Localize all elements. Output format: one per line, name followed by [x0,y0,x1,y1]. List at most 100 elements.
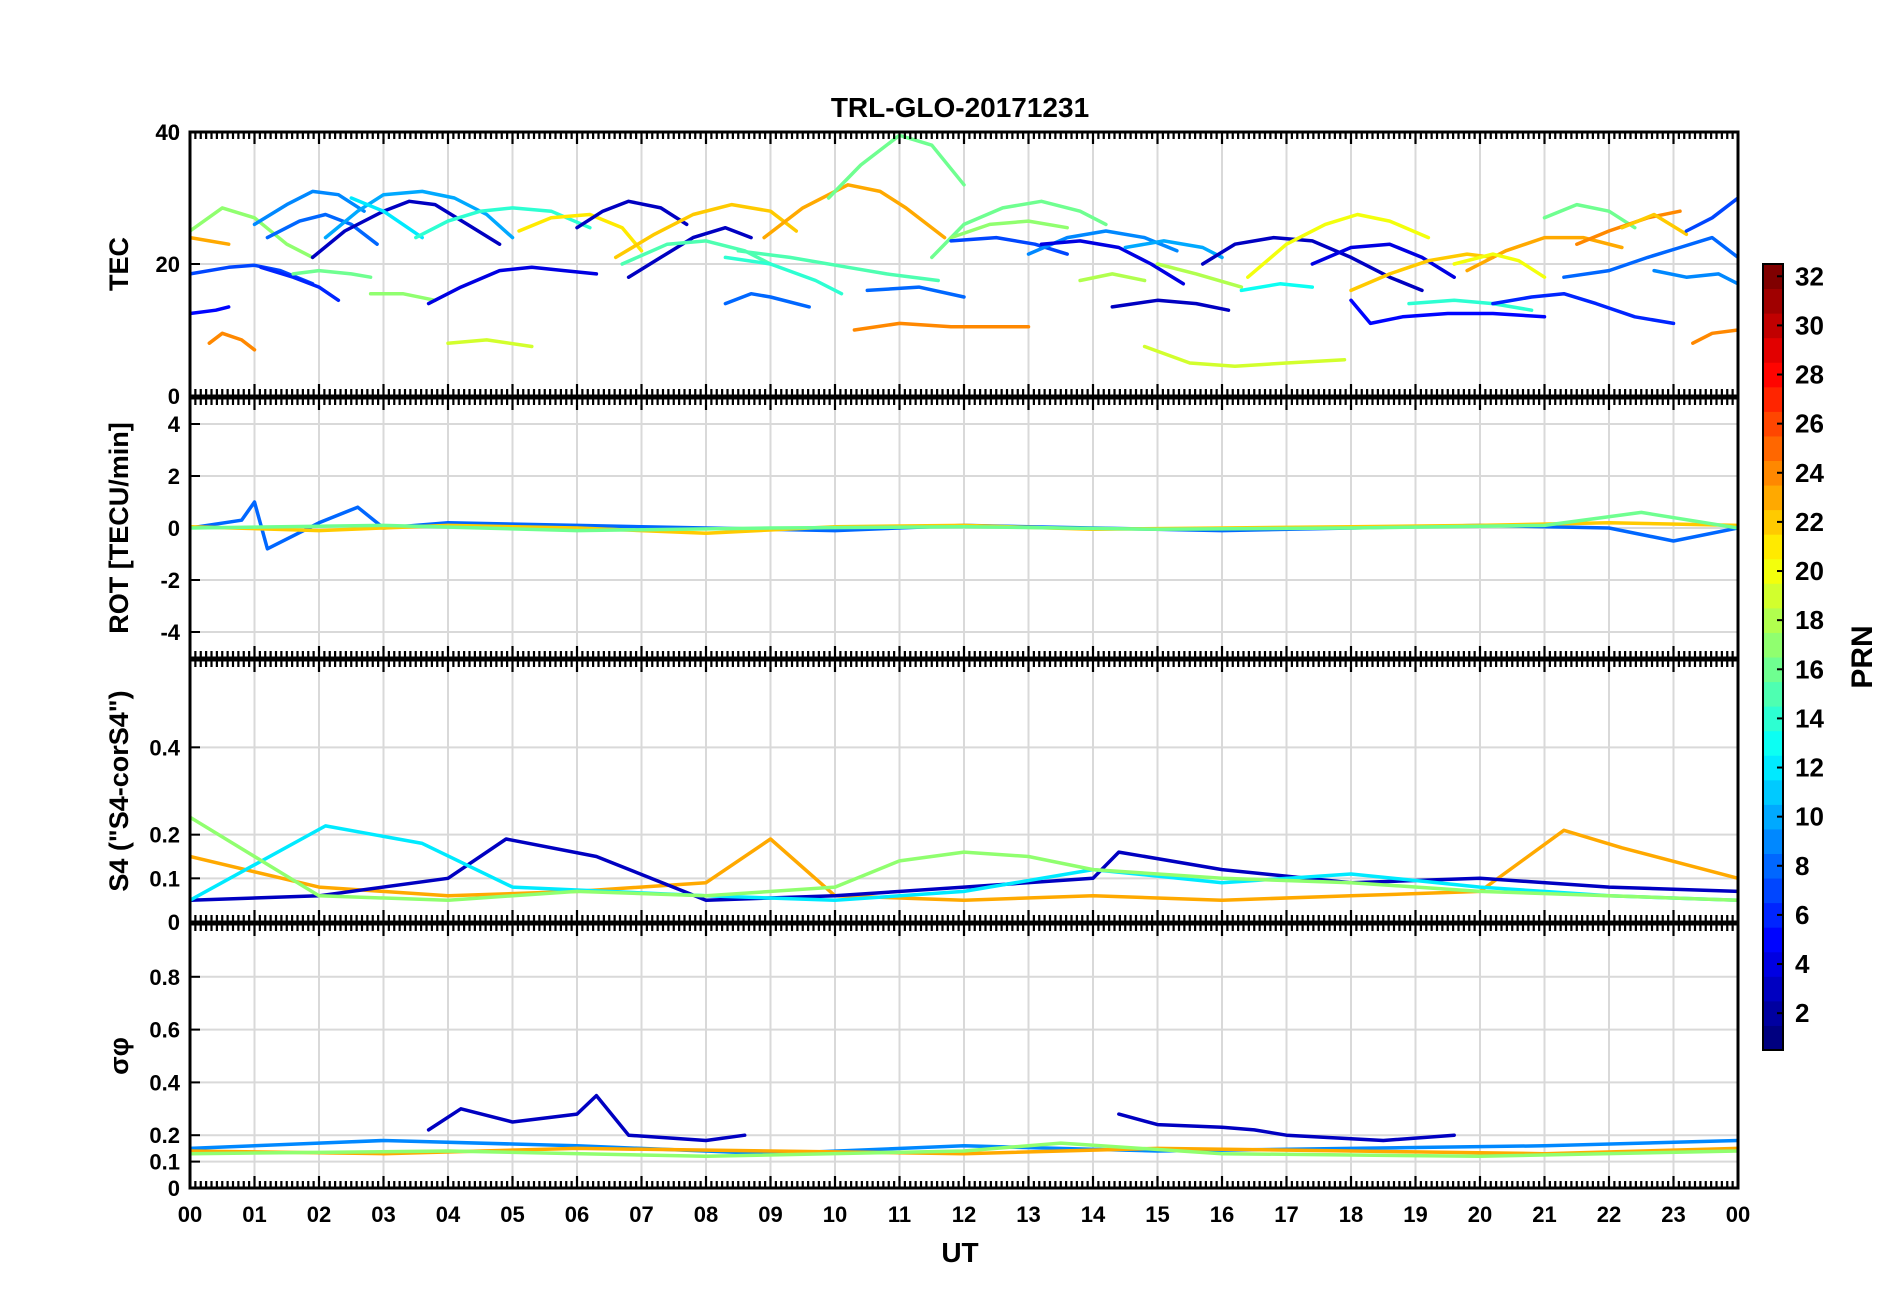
series-line-prn-24 [852,321,1031,332]
y-tick-label: 0 [168,516,180,541]
series-line-prn-3 [1110,298,1231,312]
axes-frame [188,130,1740,398]
colorbar-band [1763,337,1783,363]
series-line-prn-15 [620,239,773,266]
colorbar-band [1763,755,1783,781]
series-group [190,500,1738,551]
colorbar-band [1763,706,1783,732]
x-tick-label: 18 [1339,1202,1363,1227]
series-line-prn-4 [1039,239,1186,286]
series-line-prn-17 [190,815,1738,902]
colorbar-frame [1762,263,1784,1051]
x-tick-label: 20 [1468,1202,1492,1227]
series-line-prn-8 [1562,235,1738,279]
series-line-prn-10 [1123,239,1224,260]
series-line-prn-7 [1684,196,1738,233]
rot-panel: -4 -2 0 2 4 ROT [TECU/min] [104,396,1740,660]
colorbar-tick-label: 20 [1795,556,1824,586]
x-tick-label: 10 [823,1202,847,1227]
axes-frame [188,658,1740,924]
series-line-prn-17 [949,219,1069,240]
series-line-prn-14 [723,255,844,296]
colorbar-tick-label: 18 [1795,605,1824,635]
series-line-prn-3 [575,199,689,230]
x-tick-label: 00 [178,1202,202,1227]
y-tick-label: 0.4 [149,1070,180,1095]
x-tick-label: 03 [371,1202,395,1227]
series-line-prn-3 [310,199,502,260]
colorbar-tick-label: 16 [1795,654,1824,684]
series-line-prn-5 [190,305,231,316]
colorbar-band [1763,804,1783,830]
y-tick-label: -4 [160,620,180,645]
series-line-prn-8 [865,285,966,299]
y-axis-label: σφ [104,1037,134,1075]
sigma-phi-panel: 00.10.2 0.4 0.6 0.8 σφ [104,922,1740,1201]
colorbar-band [1763,313,1783,339]
y-tick-label: 20 [156,252,180,277]
axes-frame [188,396,1740,660]
colorbar-band [1763,681,1783,707]
series-line-prn-22 [613,202,799,260]
y-tick-label: 40 [156,120,180,145]
colorbar-tick-label: 6 [1795,900,1809,930]
series-line-prn-7 [949,235,1069,256]
colorbar-tick-label: 12 [1795,753,1824,783]
series-line-prn-24 [207,331,257,352]
x-axis-label: UT [941,1237,978,1268]
series-line-prn-14 [414,206,592,240]
series-line-prn-16 [930,199,1108,260]
y-tick-label: 0.2 [149,823,180,848]
x-tick-label: 07 [629,1202,653,1227]
colorbar-tick-label: 24 [1795,458,1824,488]
series-group [190,815,1738,902]
colorbar-band [1763,1000,1783,1026]
series-line-prn-23 [762,183,947,240]
x-tick-label: 15 [1145,1202,1169,1227]
colorbar-band [1763,853,1783,879]
series-line-prn-22 [1349,252,1495,293]
colorbar-band [1763,632,1783,658]
x-tick-label: 13 [1016,1202,1040,1227]
x-tick-label: 02 [307,1202,331,1227]
x-tick-label: 14 [1081,1202,1106,1227]
colorbar-tick-label: 30 [1795,310,1824,340]
y-axis-label: S4 ("S4-corS4") [104,690,134,891]
series-line-prn-6 [259,265,341,303]
x-tick-label: 09 [758,1202,782,1227]
series-line-prn-17 [190,206,315,260]
series-line-prn-17 [190,1141,1738,1159]
series-line-prn-3 [1200,235,1424,293]
s4-panel: 0 0.1 0.2 0.4 S4 ("S4-corS4") [104,658,1740,935]
x-tick-label: 05 [500,1202,524,1227]
x-tick-label: 12 [952,1202,976,1227]
x-tick-label: 16 [1210,1202,1234,1227]
series-group [190,1093,1738,1159]
x-tick-label: 00 [1726,1202,1750,1227]
colorbar-band [1763,288,1783,314]
colorbar-band [1763,386,1783,412]
series-line-prn-16 [1542,202,1637,230]
series-line-prn-12 [190,824,1738,902]
colorbar-band [1763,264,1783,290]
colorbar-tick-label: 32 [1795,261,1824,291]
y-tick-label: 0 [168,1176,180,1201]
colorbar-band [1763,878,1783,904]
colorbar-band [1763,509,1783,535]
colorbar-band [1763,927,1783,953]
series-line-prn-4 [426,265,599,306]
colorbar-band [1763,730,1783,756]
colorbar-tick-label: 8 [1795,851,1809,881]
series-line-prn-20 [1246,212,1431,279]
series-line-prn-8 [265,212,379,246]
series-line-prn-13 [1239,282,1315,293]
colorbar-band [1763,976,1783,1002]
colorbar-tick-label: 26 [1795,409,1824,439]
series-line-prn-8 [723,291,811,309]
series-line-prn-6 [1491,291,1676,326]
colorbar-band [1763,485,1783,511]
